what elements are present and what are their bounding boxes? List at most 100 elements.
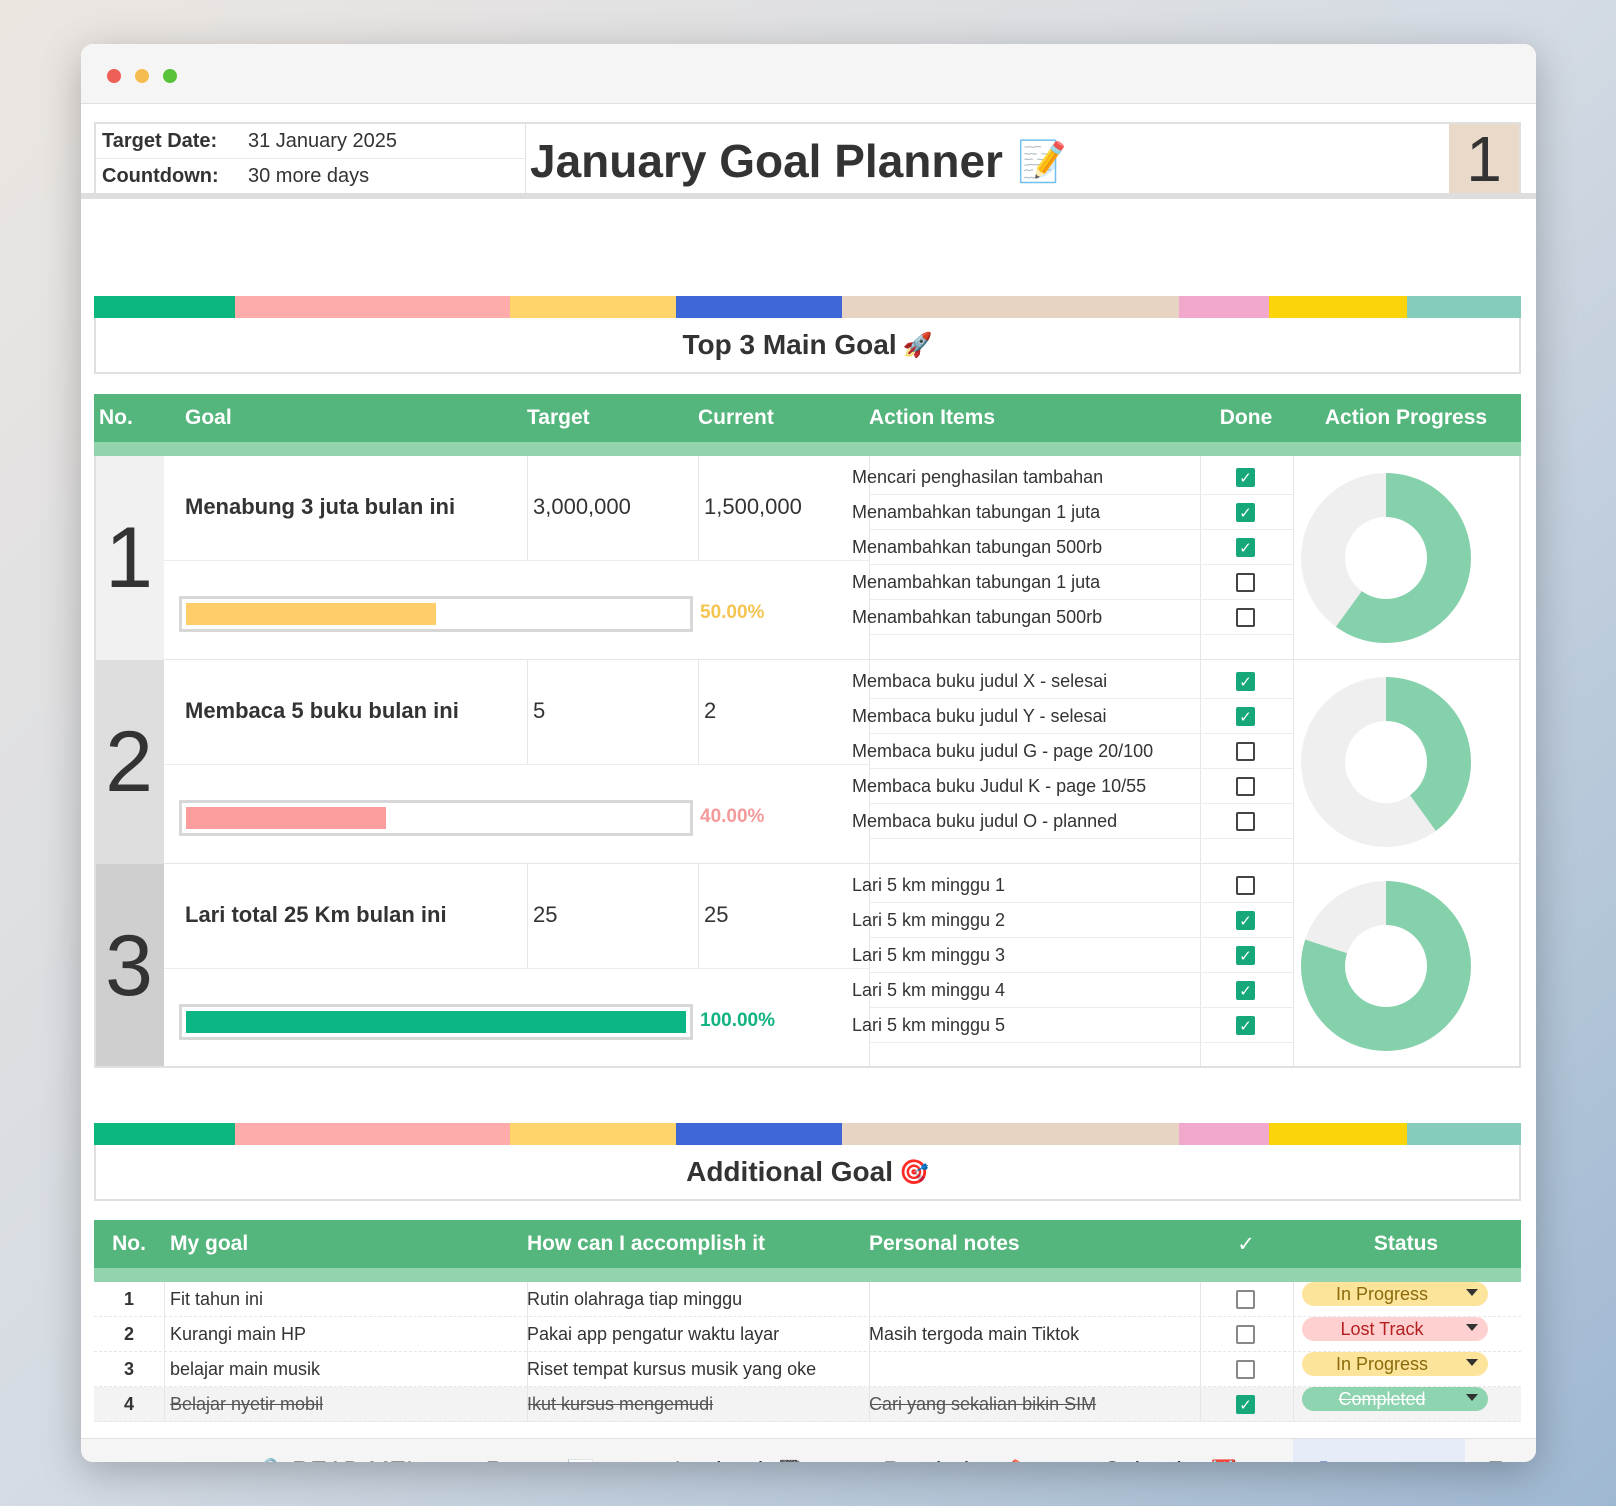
status-dropdown[interactable]: In Progress [1302,1352,1488,1376]
action-done-checkbox[interactable] [1236,573,1255,592]
goal-target[interactable]: 5 [533,698,546,723]
chevron-down-icon [1466,1359,1478,1366]
row-number[interactable]: 2 [123,1324,134,1344]
action-item[interactable]: Membaca buku Judul K - page 10/55 [852,775,1147,796]
action-item[interactable]: Membaca buku judul O - planned [852,810,1118,831]
add-sheet-button[interactable]: + [105,1439,123,1463]
status-dropdown[interactable]: In Progress [1302,1282,1488,1306]
chevron-down-icon [1466,1289,1478,1296]
status-dropdown[interactable]: Completed [1302,1387,1488,1411]
action-done-checkbox[interactable]: ✓ [1236,911,1255,930]
color-strip-segment [94,1123,235,1145]
color-strip-segment [94,296,235,318]
goal-progress-percent: 40.00% [700,806,765,827]
action-item[interactable]: Lari 5 km minggu 5 [852,1014,1006,1035]
target-date-row: Target Date: 31 January 2025 [102,124,397,158]
page-title-text: January Goal Planner [530,135,1003,187]
sheet-tab-report[interactable]: Report 📊 [463,1439,649,1462]
col-status: Status [1373,1232,1439,1255]
action-item[interactable]: Mencari penghasilan tambahan [852,466,1104,487]
row-done-checkbox[interactable]: ✓ [1236,1395,1255,1414]
row-how[interactable]: Ikut kursus mengemudi [527,1394,714,1414]
action-item[interactable]: Lari 5 km minggu 4 [852,979,1006,1000]
goal-title[interactable]: Lari total 25 Km bulan ini [185,902,447,927]
action-done-checkbox[interactable] [1236,876,1255,895]
sheet-tab-calendar[interactable]: Calendar 📆 [1079,1439,1293,1462]
goal-target[interactable]: 25 [533,902,558,927]
action-done-checkbox[interactable]: ✓ [1236,1016,1255,1035]
row-notes[interactable]: Masih tergoda main Tiktok [869,1324,1080,1344]
action-done-checkbox[interactable]: ✓ [1236,503,1255,522]
action-done-checkbox[interactable] [1236,742,1255,761]
action-item[interactable]: Membaca buku judul G - page 20/100 [852,740,1154,761]
action-done-checkbox[interactable] [1236,608,1255,627]
top-goals-header: No. Goal Target Current Action Items Don… [94,394,1521,442]
minimize-window-button[interactable] [135,69,149,83]
row-notes[interactable]: Cari yang sekalian bikin SIM [869,1394,1097,1414]
goal-title[interactable]: Menabung 3 juta bulan ini [185,494,456,519]
row-done-checkbox[interactable] [1236,1290,1255,1309]
action-item[interactable]: Lari 5 km minggu 1 [852,874,1006,895]
top-goals-title-text: Top 3 Main Goal [682,329,897,360]
close-window-button[interactable] [107,69,121,83]
action-item[interactable]: Menambahkan tabungan 500rb [852,606,1103,627]
action-item[interactable]: Menambahkan tabungan 1 juta [852,501,1101,522]
action-item[interactable]: Membaca buku judul X - selesai [852,670,1108,691]
row-how[interactable]: Pakai app pengatur waktu layar [527,1324,780,1344]
status-label: In Progress [1335,1283,1429,1304]
maximize-window-button[interactable] [163,69,177,83]
page-title: January Goal Planner 📝 [530,134,1067,188]
action-progress-donut [1301,677,1471,847]
row-goal[interactable]: Belajar nyetir mobil [170,1394,324,1414]
row-done-checkbox[interactable] [1236,1360,1255,1379]
target-date-value[interactable]: 31 January 2025 [248,129,398,152]
goal-block: 3 Lari total 25 Km bulan ini 25 25 100.00% La… [94,864,1521,1068]
action-item[interactable]: Lari 5 km minggu 2 [852,909,1006,930]
goal-progress-percent: 50.00% [700,602,765,623]
row-number[interactable]: 1 [123,1289,134,1309]
row-how[interactable]: Riset tempat kursus musik yang oke [527,1359,817,1379]
donut-completed [1301,677,1471,847]
action-done-checkbox[interactable] [1236,812,1255,831]
countdown-value: 30 more days [248,164,370,187]
action-done-checkbox[interactable]: ✓ [1236,672,1255,691]
action-done-checkbox[interactable]: ✓ [1236,707,1255,726]
sheet-tab-f[interactable]: F [1465,1439,1525,1462]
action-done-checkbox[interactable]: ✓ [1236,946,1255,965]
action-done-checkbox[interactable]: ✓ [1236,538,1255,557]
color-strip-segment [510,1123,676,1145]
action-done-checkbox[interactable]: ✓ [1236,981,1255,1000]
status-dropdown[interactable]: Lost Track [1302,1317,1488,1341]
row-goal[interactable]: Fit tahun ini [170,1289,264,1309]
row-how[interactable]: Rutin olahraga tiap minggu [527,1289,743,1309]
goal-target[interactable]: 3,000,000 [533,494,631,519]
sheet-tab-january[interactable]: January [1293,1439,1465,1462]
row-goal[interactable]: Kurangi main HP [170,1324,307,1344]
col-done: Done [1219,406,1273,429]
tab-emoji-icon: 📊 [567,1459,594,1463]
action-done-checkbox[interactable] [1236,777,1255,796]
goal-current[interactable]: 2 [704,698,717,723]
all-sheets-button[interactable] [171,1439,195,1462]
goal-current[interactable]: 25 [704,902,729,927]
action-item[interactable]: Membaca buku judul Y - selesai [852,705,1107,726]
row-number[interactable]: 4 [123,1394,134,1414]
row-goal[interactable]: belajar main musik [170,1359,321,1379]
row-done-checkbox[interactable] [1236,1325,1255,1344]
action-item[interactable]: Lari 5 km minggu 3 [852,944,1006,965]
color-strip-segment [1269,296,1407,318]
goal-current[interactable]: 1,500,000 [704,494,802,519]
additional-goals-header: No. My goal How can I accomplish it Pers… [94,1220,1521,1268]
goal-title[interactable]: Membaca 5 buku bulan ini [185,698,459,723]
action-done-checkbox[interactable]: ✓ [1236,468,1255,487]
goal-progress-bar [179,1004,693,1040]
color-strip-additional [94,1123,1521,1145]
goal-number: 3 [94,864,164,1068]
lock-icon: 🔒 [255,1457,286,1462]
sheet-tab-logbook[interactable]: Logbook 📓 [651,1439,859,1462]
action-item[interactable]: Menambahkan tabungan 500rb [852,536,1103,557]
sheet-tab-read-me-[interactable]: 🔒 READ ME! [239,1439,461,1462]
sheet-tab-reminder[interactable]: Reminder 📌 [861,1439,1079,1462]
row-number[interactable]: 3 [123,1359,134,1379]
action-item[interactable]: Menambahkan tabungan 1 juta [852,571,1101,592]
